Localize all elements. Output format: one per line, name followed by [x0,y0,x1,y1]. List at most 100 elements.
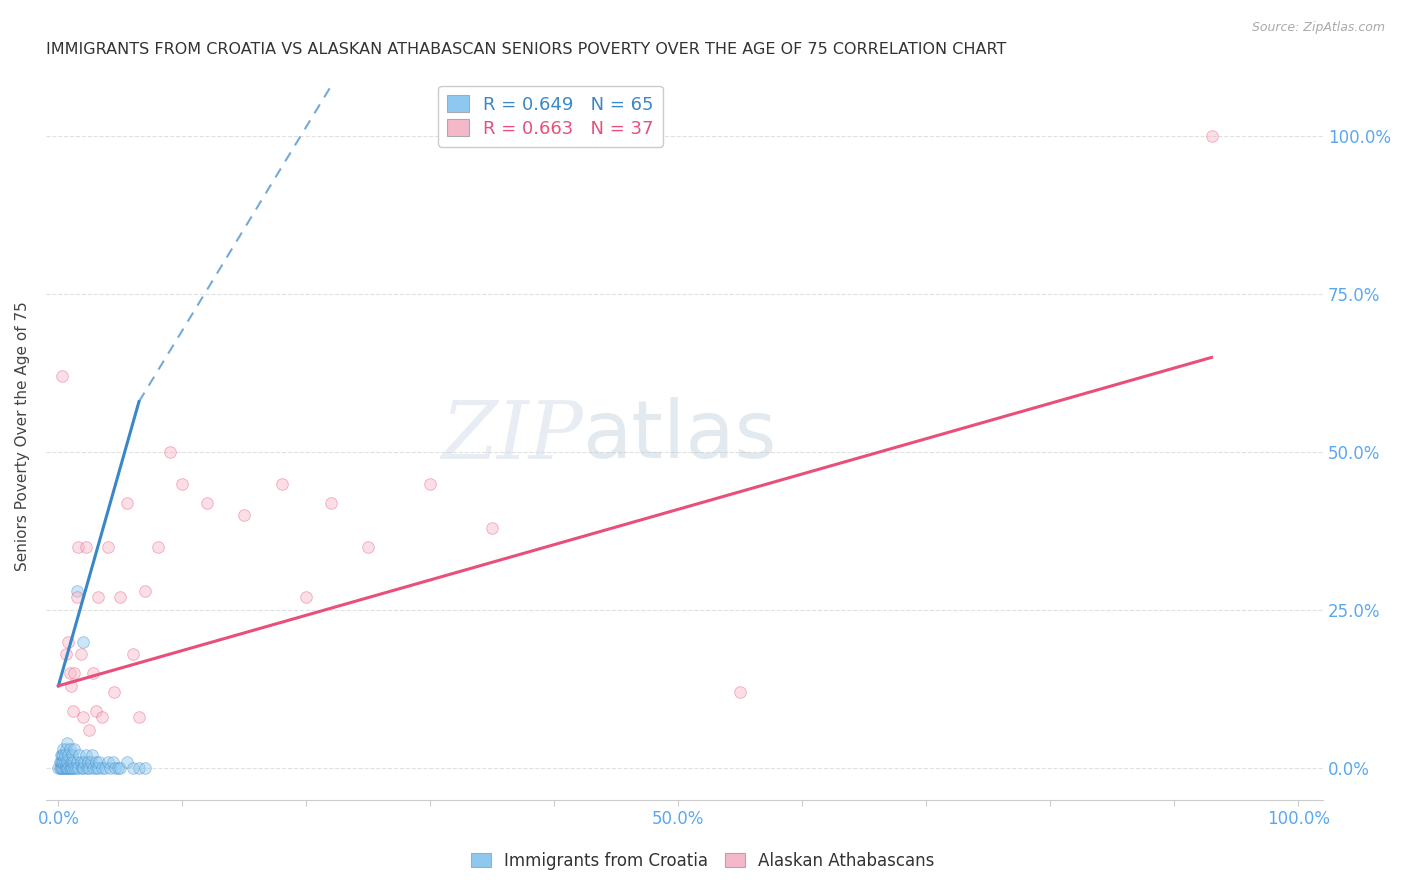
Point [159,445,181,459]
Point [51,761,73,775]
Point [115,496,138,510]
Point [110,591,132,605]
Point [75,748,97,763]
Point [121,647,143,661]
Point [67,540,90,554]
Point [51,748,73,763]
Point [66,755,89,769]
Point [103,685,125,699]
Point [100,761,122,775]
Point [121,761,143,775]
Point [76,761,98,775]
Point [110,761,132,775]
Point [172,476,194,491]
Point [63,761,86,775]
Point [69,748,91,763]
Point [77,755,100,769]
Point [80,748,103,763]
Point [53,748,76,763]
Point [270,476,292,491]
Point [49,761,72,775]
Text: ZIP: ZIP [440,398,582,475]
Point [87,591,110,605]
Point [48,761,70,775]
Point [72,761,94,775]
Y-axis label: Seniors Poverty Over the Age of 75: Seniors Poverty Over the Age of 75 [15,301,30,571]
Point [72,634,94,648]
Point [59,755,82,769]
Point [195,496,218,510]
Point [1201,129,1223,144]
Point [56,755,79,769]
Point [134,761,156,775]
Point [59,679,82,693]
Point [51,369,73,384]
Point [51,755,73,769]
Text: IMMIGRANTS FROM CROATIA VS ALASKAN ATHABASCAN SENIORS POVERTY OVER THE AGE OF 75: IMMIGRANTS FROM CROATIA VS ALASKAN ATHAB… [46,42,1007,57]
Point [59,761,82,775]
Point [55,742,77,756]
Point [58,748,80,763]
Text: atlas: atlas [582,397,776,475]
Point [58,634,80,648]
Point [66,584,89,599]
Point [97,755,120,769]
Point [357,540,380,554]
Point [84,755,107,769]
Point [53,761,76,775]
Point [730,685,752,699]
Point [90,710,112,724]
Point [104,761,127,775]
Point [62,704,84,718]
Point [49,748,72,763]
Point [67,761,90,775]
Point [65,761,87,775]
Point [115,755,138,769]
Point [481,521,503,535]
Point [73,755,96,769]
Point [53,755,76,769]
Point [69,647,91,661]
Point [107,761,129,775]
Point [58,761,80,775]
Point [52,755,75,769]
Point [69,755,91,769]
Point [89,755,111,769]
Point [60,748,83,763]
Point [52,748,75,763]
Point [79,755,101,769]
Point [84,704,107,718]
Point [58,742,80,756]
Point [56,736,79,750]
Point [63,742,86,756]
Point [52,742,75,756]
Point [97,540,120,554]
Point [62,755,84,769]
Point [55,761,77,775]
Point [55,647,77,661]
Point [295,591,318,605]
Point [321,496,343,510]
Point [48,755,70,769]
Point [70,761,93,775]
Point [128,761,150,775]
Point [56,761,79,775]
Text: Source: ZipAtlas.com: Source: ZipAtlas.com [1251,21,1385,34]
Point [58,666,80,681]
Point [87,761,110,775]
Point [90,761,112,775]
Point [84,761,107,775]
Legend: R = 0.649   N = 65, R = 0.663   N = 37: R = 0.649 N = 65, R = 0.663 N = 37 [439,86,662,147]
Legend: Immigrants from Croatia, Alaskan Athabascans: Immigrants from Croatia, Alaskan Athabas… [467,847,939,875]
Point [72,710,94,724]
Point [134,584,156,599]
Point [58,761,80,775]
Point [48,761,70,775]
Point [233,508,256,523]
Point [60,761,83,775]
Point [128,710,150,724]
Point [66,591,89,605]
Point [79,761,101,775]
Point [419,476,441,491]
Point [82,666,104,681]
